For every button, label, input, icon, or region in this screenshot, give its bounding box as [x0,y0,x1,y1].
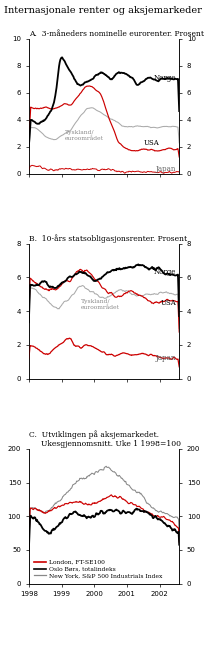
Text: C.  Utviklingen på aksjemarkedet.
     Ukesgjennomsnitt. Uke 1 1998=100: C. Utviklingen på aksjemarkedet. Ukesgje… [29,430,181,448]
Text: USA: USA [160,299,176,307]
Text: Japan: Japan [156,165,176,173]
Legend: London, FT-SE100, Oslo Børs, totalindeks, New York, S&P 500 Industrials Index: London, FT-SE100, Oslo Børs, totalindeks… [32,557,164,580]
Text: Tyskland/
euroområdet: Tyskland/ euroområdet [81,299,120,310]
Text: Norge: Norge [154,74,176,82]
Text: B.  10-års statsobligasjonsrenter. Prosent: B. 10-års statsobligasjonsrenter. Prosen… [29,234,187,243]
Text: USA: USA [143,139,159,146]
Text: Internasjonale renter og aksjemarkeder: Internasjonale renter og aksjemarkeder [4,6,202,15]
Text: A.  3-måneders nominelle eurorenter. Prosent: A. 3-måneders nominelle eurorenter. Pros… [29,30,204,38]
Text: Japan: Japan [156,355,176,362]
Text: Tyskland/
euroområdet: Tyskland/ euroområdet [65,130,104,141]
Text: Norge: Norge [154,268,176,277]
